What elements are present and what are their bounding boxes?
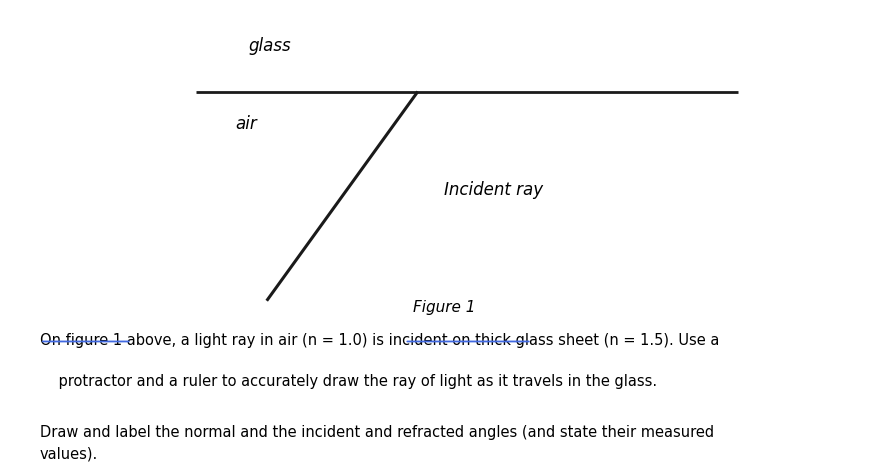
- Text: air: air: [236, 115, 257, 133]
- Text: Draw and label the normal and the incident and refracted angles (and state their: Draw and label the normal and the incide…: [40, 425, 714, 461]
- Text: On figure 1 above, a light ray in air (n = 1.0) is incident on thick glass sheet: On figure 1 above, a light ray in air (n…: [40, 333, 719, 347]
- Text: Incident ray: Incident ray: [444, 181, 544, 198]
- Text: protractor and a ruler to accurately draw the ray of light as it travels in the : protractor and a ruler to accurately dra…: [40, 375, 657, 389]
- Text: glass: glass: [249, 37, 292, 55]
- Text: Figure 1: Figure 1: [413, 300, 476, 315]
